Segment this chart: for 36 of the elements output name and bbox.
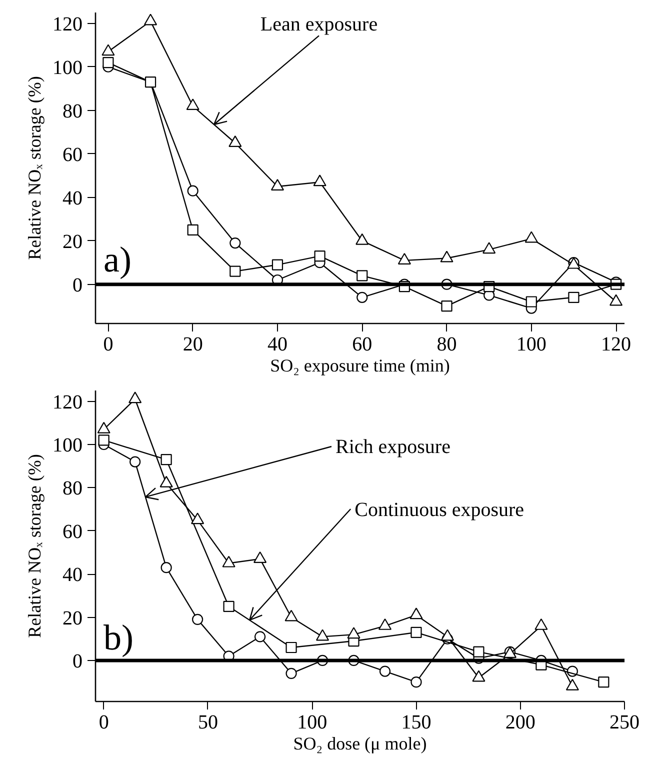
- x-tick-label: 80: [436, 334, 457, 356]
- y-tick-label: 80: [62, 100, 82, 122]
- x-tick-label: 50: [198, 712, 218, 734]
- y-tick-label: 80: [62, 478, 82, 500]
- y-tick-label: 40: [62, 187, 82, 210]
- x-tick-label: 0: [98, 712, 109, 734]
- y-tick-label: 0: [72, 650, 82, 672]
- x-tick-label: 200: [505, 712, 536, 734]
- x-tick-label: 150: [401, 712, 432, 734]
- y-tick-label: 100: [52, 56, 82, 79]
- annotation: a): [104, 240, 132, 280]
- y-tick-label: 20: [62, 230, 82, 253]
- y-tick-label: 40: [62, 564, 82, 586]
- x-tick-label: 20: [182, 334, 203, 356]
- annotation: Continuous exposure: [354, 499, 524, 522]
- x-tick-label: 0: [103, 334, 114, 356]
- y-tick-label: 100: [52, 434, 82, 456]
- y-tick-label: 60: [62, 520, 82, 543]
- y-tick-label: 60: [62, 144, 82, 166]
- y-axis-title: Relative NOₓ storage (%): [24, 454, 44, 638]
- y-tick-label: 120: [52, 13, 82, 36]
- x-tick-label: 100: [297, 712, 328, 734]
- x-axis-title: SO₂ dose (μ mole): [293, 734, 427, 754]
- annotation: b): [104, 618, 134, 658]
- y-tick-label: 20: [62, 607, 82, 630]
- x-tick-label: 100: [516, 334, 546, 356]
- y-tick-label: 0: [72, 274, 82, 296]
- annotation: Rich exposure: [335, 436, 451, 458]
- x-tick-label: 40: [267, 334, 288, 356]
- x-tick-label: 60: [352, 334, 372, 356]
- y-axis-title: Relative NOₓ storage (%): [24, 76, 44, 260]
- x-tick-label: 120: [601, 334, 632, 356]
- y-tick-label: 120: [52, 391, 82, 414]
- annotation: Lean exposure: [260, 14, 378, 36]
- x-tick-label: 250: [610, 712, 640, 734]
- x-axis-title: SO₂ exposure time (min): [270, 356, 450, 376]
